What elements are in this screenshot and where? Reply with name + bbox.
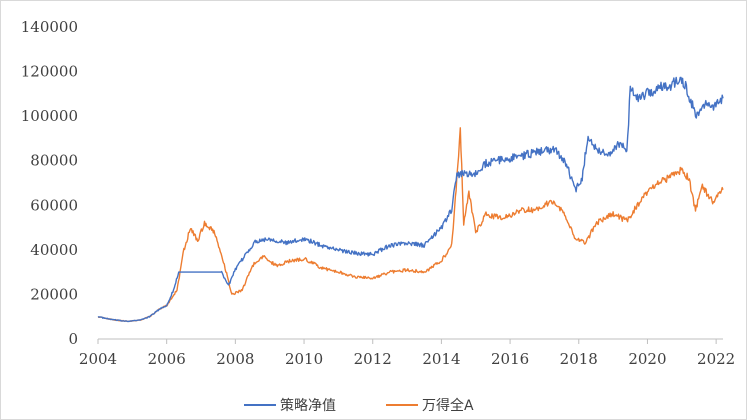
y-axis-tick-labels: 0 20000 40000 60000 80000 100000 120000 140000 [21, 18, 78, 348]
y-tick-label: 60000 [30, 196, 78, 214]
series-line [97, 127, 724, 323]
y-tick-label: 100000 [21, 107, 78, 125]
legend: 策略净值 万得全A [244, 397, 474, 414]
y-tick-label: 0 [68, 330, 78, 348]
x-tick-label: 2016 [491, 350, 529, 368]
x-tick-label: 2008 [216, 350, 254, 368]
x-tick-label: 2022 [697, 350, 735, 368]
x-tick-label: 2006 [148, 350, 186, 368]
y-tick-label: 120000 [21, 63, 78, 81]
x-tick-label: 2012 [354, 350, 392, 368]
x-tick-label: 2004 [79, 350, 117, 368]
series-line [97, 76, 724, 323]
y-tick-label: 80000 [30, 152, 78, 170]
y-tick-label: 40000 [30, 241, 78, 259]
legend-label: 策略净值 [280, 397, 336, 414]
x-tick-label: 2014 [422, 350, 460, 368]
x-axis-tick-labels: 2004 2006 2008 2010 2012 2014 2016 2018 2020 2022 [79, 339, 735, 368]
x-tick-label: 2010 [285, 350, 323, 368]
x-tick-label: 2020 [628, 350, 666, 368]
y-tick-label: 140000 [21, 18, 78, 36]
legend-label: 万得全A [422, 397, 474, 414]
series-lines [97, 76, 724, 323]
y-tick-label: 20000 [30, 285, 78, 303]
x-tick-label: 2018 [560, 350, 598, 368]
